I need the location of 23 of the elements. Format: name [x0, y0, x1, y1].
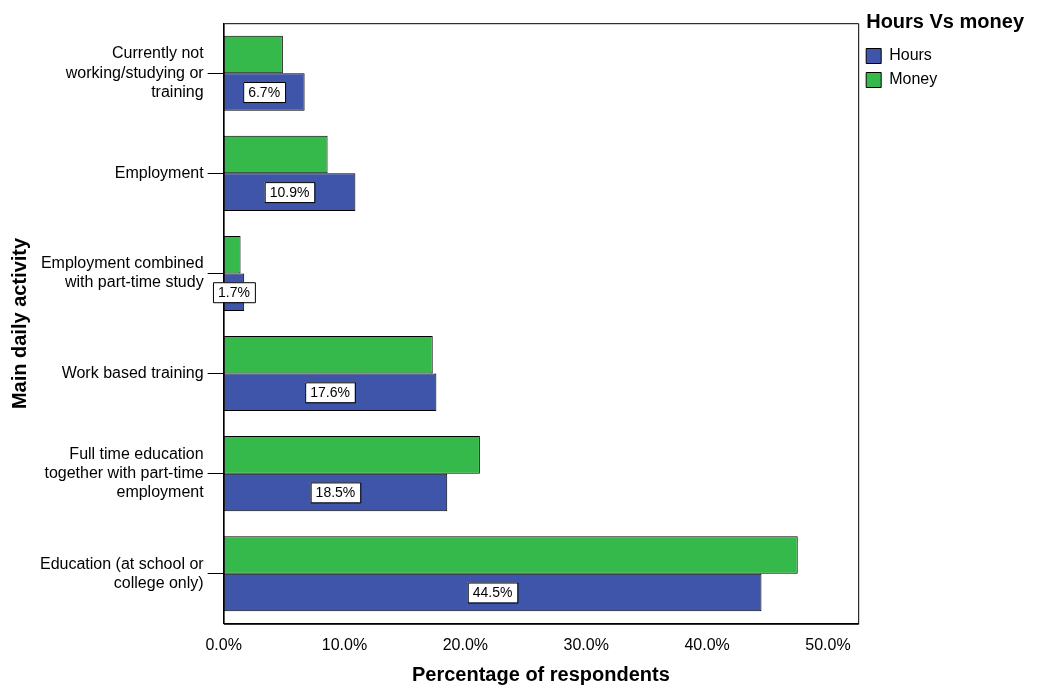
- legend-label: Money: [889, 70, 938, 88]
- x-tick-label: 40.0%: [684, 635, 730, 653]
- y-axis-title: Main daily activity: [7, 237, 30, 410]
- x-tick-label: 20.0%: [442, 635, 489, 653]
- data-label: 6.7%: [248, 83, 281, 100]
- x-tick-label: 0.0%: [205, 635, 242, 653]
- x-tick-label: 30.0%: [563, 635, 609, 653]
- x-tick-label: 50.0%: [805, 635, 851, 653]
- legend-label: Hours: [889, 46, 932, 64]
- data-label: 18.5%: [315, 484, 356, 501]
- y-tick-label: Employment: [114, 163, 205, 181]
- y-tick-label: Education (at school or college only): [39, 554, 205, 591]
- data-label: 17.6%: [310, 384, 350, 401]
- x-tick-label: 10.0%: [321, 635, 368, 653]
- x-axis-title: Percentage of respondents: [411, 662, 670, 685]
- legend-title: Hours Vs money: [866, 9, 1025, 32]
- y-tick-label: Employment combined with part-time study: [40, 254, 204, 291]
- y-tick-label: Work based training: [61, 363, 204, 381]
- data-label: 1.7%: [217, 284, 250, 301]
- y-tick-label: Currently not working/studying or training: [64, 44, 205, 100]
- data-label: 44.5%: [472, 584, 513, 601]
- data-label: 10.9%: [269, 183, 310, 200]
- y-tick-label: Full time education together with part-time employment: [44, 444, 205, 501]
